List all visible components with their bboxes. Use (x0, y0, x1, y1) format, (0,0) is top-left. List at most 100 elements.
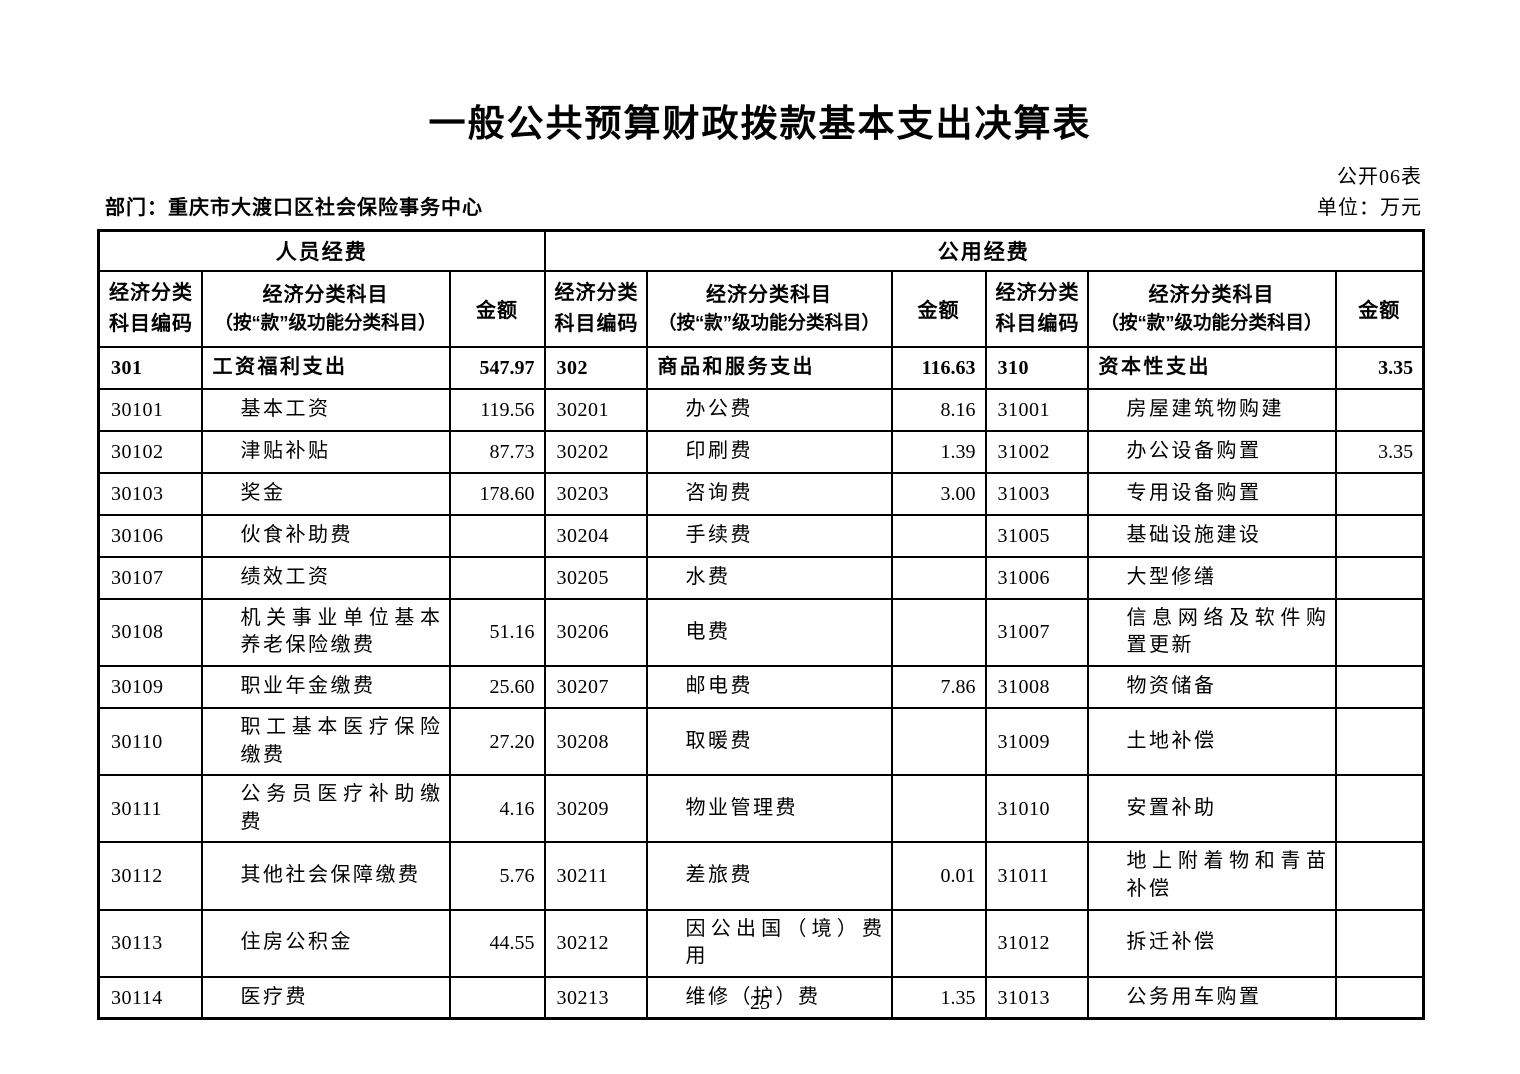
cell-amount: 547.97 (448, 345, 546, 390)
cell-subject: 电费 (645, 597, 893, 668)
column-header-row: 经济分类科目编码 经济分类科目 （按“款”级功能分类科目） 金额 经济分类科目编… (97, 269, 1425, 348)
cell-code: 30103 (97, 471, 203, 516)
cell-amount: 44.55 (448, 908, 546, 978)
cell-amount (1334, 555, 1425, 600)
column-header-amount-1: 金额 (448, 269, 546, 348)
cell-code: 31001 (984, 387, 1089, 432)
cell-code: 30107 (97, 555, 203, 600)
cell-code: 30209 (543, 774, 648, 844)
cell-amount (890, 597, 987, 668)
cell-subject: 机关事业单位基本养老保险缴费 (200, 597, 451, 668)
cell-amount (1334, 665, 1425, 710)
table-body: 301 工资福利支出 547.97 302 商品和服务支出 116.63 310 资本性支出 3… (97, 345, 1425, 1020)
cell-subject: 物业管理费 (645, 774, 893, 844)
cell-amount: 4.16 (448, 774, 546, 844)
cell-subject: 公务用车购置 (1086, 975, 1337, 1020)
group-header-personnel: 人员经费 (97, 229, 546, 272)
cell-subject: 咨询费 (645, 471, 893, 516)
column-header-code-1: 经济分类科目编码 (97, 269, 203, 348)
cell-subject: 拆迁补偿 (1086, 908, 1337, 978)
cell-code: 30207 (543, 665, 648, 710)
meta-row: 部门：重庆市大渡口区社会保险事务中心 单位：万元 (97, 191, 1422, 220)
cell-subject: 邮电费 (645, 665, 893, 710)
cell-subject: 大型修缮 (1086, 555, 1337, 600)
cell-amount (890, 707, 987, 777)
cell-code: 30203 (543, 471, 648, 516)
cell-code: 30114 (97, 975, 203, 1020)
cell-subject: 住房公积金 (200, 908, 451, 978)
table-row: 30112 其他社会保障缴费 5.76 30211 差旅费 0.01 31011 地上附着物和… (97, 841, 1425, 911)
cell-code: 302 (543, 345, 648, 390)
cell-subject: 其他社会保障缴费 (200, 841, 451, 911)
cell-subject: 物资储备 (1086, 665, 1337, 710)
cell-subject: 津贴补贴 (200, 429, 451, 474)
cell-code: 30113 (97, 908, 203, 978)
cell-subject: 因公出国（境）费用 (645, 908, 893, 978)
cell-subject: 商品和服务支出 (645, 345, 893, 390)
cell-amount (1334, 841, 1425, 911)
cell-amount (1334, 908, 1425, 978)
cell-amount: 178.60 (448, 471, 546, 516)
column-header-amount-2: 金额 (890, 269, 987, 348)
group-header-row: 人员经费 公用经费 (97, 229, 1425, 272)
cell-code: 31010 (984, 774, 1089, 844)
cell-amount (1334, 975, 1425, 1020)
cell-code: 31011 (984, 841, 1089, 911)
cell-code: 30212 (543, 908, 648, 978)
cell-amount (1334, 387, 1425, 432)
cell-code: 31005 (984, 513, 1089, 558)
cell-subject: 工资福利支出 (200, 345, 451, 390)
table-code-label: 公开06表 (1337, 166, 1422, 189)
cell-code: 310 (984, 345, 1089, 390)
cell-code: 30110 (97, 707, 203, 777)
unit-label: 单位：万元 (1317, 197, 1422, 220)
cell-subject: 印刷费 (645, 429, 893, 474)
column-header-subject-1: 经济分类科目 （按“款”级功能分类科目） (200, 269, 451, 348)
cell-code: 31008 (984, 665, 1089, 710)
cell-subject: 维修（护）费 (645, 975, 893, 1020)
cell-subject: 信息网络及软件购置更新 (1086, 597, 1337, 668)
cell-amount: 27.20 (448, 707, 546, 777)
cell-code: 30111 (97, 774, 203, 844)
table-row: 30111 公务员医疗补助缴费 4.16 30209 物业管理费 31010 安置补助 (97, 774, 1425, 844)
cell-amount (1334, 774, 1425, 844)
cell-amount: 51.16 (448, 597, 546, 668)
cell-subject: 取暖费 (645, 707, 893, 777)
cell-code: 30201 (543, 387, 648, 432)
cell-amount (1334, 707, 1425, 777)
cell-amount (890, 774, 987, 844)
cell-code: 31006 (984, 555, 1089, 600)
group-header-public: 公用经费 (543, 229, 1425, 272)
cell-subject: 伙食补助费 (200, 513, 451, 558)
cell-amount (448, 555, 546, 600)
table-row: 30102 津贴补贴 87.73 30202 印刷费 1.39 31002 办公设备购置 3.3… (97, 429, 1425, 474)
cell-amount: 1.39 (890, 429, 987, 474)
cell-subject: 职工基本医疗保险缴费 (200, 707, 451, 777)
cell-amount: 3.35 (1334, 345, 1425, 390)
cell-subject: 差旅费 (645, 841, 893, 911)
cell-code: 31012 (984, 908, 1089, 978)
cell-subject: 基础设施建设 (1086, 513, 1337, 558)
cell-code: 30205 (543, 555, 648, 600)
table-row: 30101 基本工资 119.56 30201 办公费 8.16 31001 房屋建筑物购建 (97, 387, 1425, 432)
cell-subject: 医疗费 (200, 975, 451, 1020)
subject-header-line2: （按“款”级功能分类科目） (658, 312, 881, 334)
cell-subject: 办公费 (645, 387, 893, 432)
subject-header-line1: 经济分类科目 (1148, 284, 1275, 307)
cell-code: 301 (97, 345, 203, 390)
cell-subject: 土地补偿 (1086, 707, 1337, 777)
table-row: 30106 伙食补助费 30204 手续费 31005 基础设施建设 (97, 513, 1425, 558)
column-header-code-2: 经济分类科目编码 (543, 269, 648, 348)
cell-code: 30101 (97, 387, 203, 432)
subject-header-line2: （按“款”级功能分类科目） (214, 312, 437, 334)
cell-code: 30112 (97, 841, 203, 911)
cell-subject: 专用设备购置 (1086, 471, 1337, 516)
cell-code: 31002 (984, 429, 1089, 474)
cell-amount: 3.00 (890, 471, 987, 516)
cell-amount: 116.63 (890, 345, 987, 390)
cell-amount (890, 513, 987, 558)
cell-code: 31009 (984, 707, 1089, 777)
cell-code: 31007 (984, 597, 1089, 668)
cell-code: 31013 (984, 975, 1089, 1020)
